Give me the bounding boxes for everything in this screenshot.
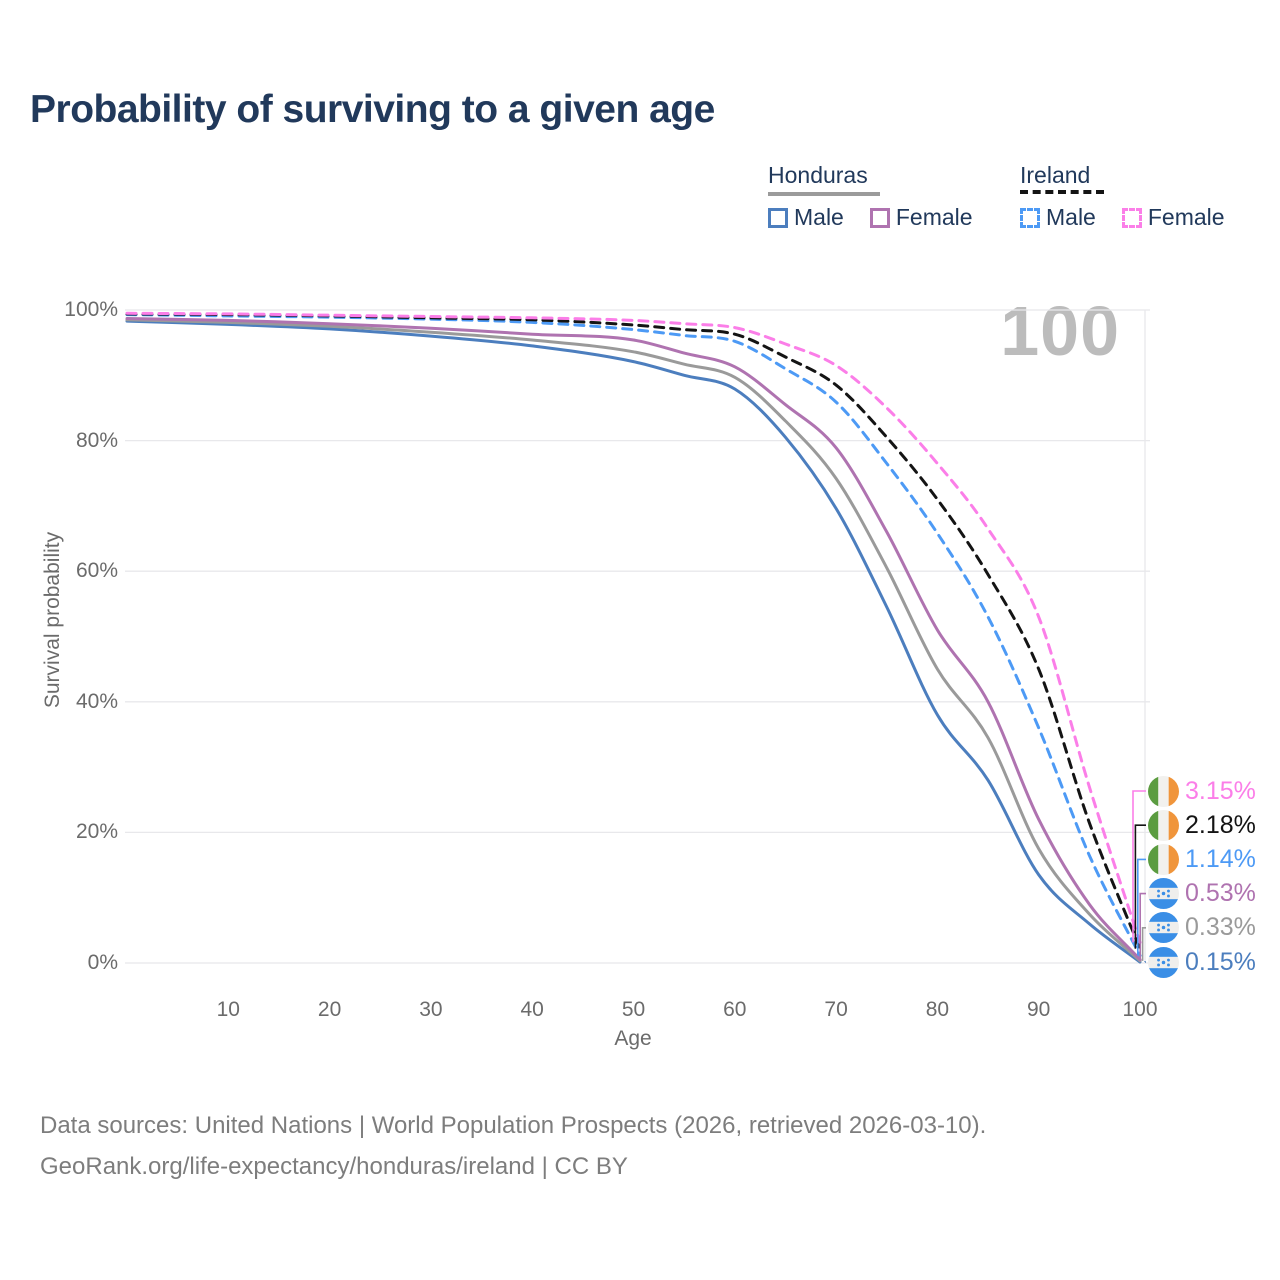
end-label-value: 0.53% <box>1185 879 1256 908</box>
end-label-ireland-2.18%: 2.18% <box>1148 809 1256 841</box>
end-label-value: 0.15% <box>1185 947 1256 976</box>
honduras-male-swatch-icon <box>768 207 788 228</box>
x-tick-50: 50 <box>621 998 646 1021</box>
end-label-value: 2.18% <box>1185 810 1256 839</box>
y-tick-20%: 20% <box>75 820 118 844</box>
x-tick-80: 80 <box>925 998 950 1021</box>
footer: Data sources: United Nations | World Pop… <box>40 1106 1240 1188</box>
curve-ireland-male <box>125 313 1142 958</box>
honduras-flag-icon <box>1148 946 1179 978</box>
connector-2.18% <box>1134 824 1146 949</box>
curve-honduras-male <box>125 319 1142 964</box>
age-watermark: 100 <box>1000 292 1120 370</box>
legend-ireland-label[interactable]: Ireland <box>1020 162 1091 188</box>
end-label-honduras-0.15%: 0.15% <box>1148 946 1256 978</box>
end-label-honduras-0.33%: 0.33% <box>1148 912 1256 944</box>
y-tick-80%: 80% <box>75 428 118 452</box>
legend-group-honduras: Honduras <box>768 162 880 196</box>
curves <box>125 311 1142 964</box>
y-tick-60%: 60% <box>75 559 118 583</box>
x-tick-100: 100 <box>1122 998 1158 1021</box>
honduras-flag-icon <box>1148 878 1179 910</box>
legend-ireland-items: Male Female <box>1020 204 1225 231</box>
legend-honduras-male-label: Male <box>794 204 844 230</box>
legend-ireland-female-label: Female <box>1147 204 1225 230</box>
gridlines <box>125 309 1150 964</box>
x-tick-20: 20 <box>317 998 342 1021</box>
connector-3.15% <box>1132 790 1146 943</box>
x-tick-60: 60 <box>723 998 747 1021</box>
end-label-connectors <box>1132 790 1146 963</box>
legend-item-honduras-female[interactable]: Female <box>869 204 973 231</box>
curve-honduras-both-sexes <box>125 318 1142 963</box>
footer-data-sources: Data sources: United Nations | World Pop… <box>40 1112 987 1139</box>
ireland-flag-icon <box>1148 775 1179 807</box>
x-tick-30: 30 <box>419 998 443 1021</box>
curve-ireland-female <box>125 311 1142 944</box>
x-tick-10: 10 <box>216 998 240 1021</box>
legend-item-ireland-female[interactable]: Female <box>1121 204 1225 231</box>
legend-honduras-female-label: Female <box>895 204 973 230</box>
ireland-flag-icon <box>1148 809 1179 841</box>
end-label-ireland-1.14%: 1.14% <box>1148 843 1256 875</box>
honduras-flag-icon <box>1148 912 1179 944</box>
ireland-female-swatch-icon <box>1121 207 1142 228</box>
honduras-female-swatch-icon <box>869 207 890 228</box>
y-tick-100%: 100% <box>64 298 118 321</box>
legend-item-ireland-male[interactable]: Male <box>1020 204 1096 231</box>
x-tick-90: 90 <box>1027 998 1051 1021</box>
x-tick-70: 70 <box>824 998 848 1021</box>
legend-ireland-male-label: Male <box>1046 204 1096 230</box>
end-label-value: 0.33% <box>1185 913 1256 942</box>
legend-group-ireland: Ireland <box>1020 162 1104 198</box>
end-label-honduras-0.53%: 0.53% <box>1148 878 1256 910</box>
page-title: Probability of surviving to a given age <box>30 88 715 131</box>
curve-ireland-both-sexes <box>125 312 1142 951</box>
legend-item-honduras-male[interactable]: Male <box>768 204 844 231</box>
connector-0.33% <box>1141 927 1146 961</box>
end-label-value: 1.14% <box>1185 844 1256 873</box>
y-tick-0%: 0% <box>87 951 118 974</box>
x-axis-title: Age <box>614 1027 652 1050</box>
legend-honduras-items: Male Female <box>768 204 973 231</box>
end-label-ireland-3.15%: 3.15% <box>1148 775 1256 807</box>
legend-ireland-underline <box>1020 190 1104 198</box>
legend-honduras-label[interactable]: Honduras <box>768 162 868 188</box>
legend-honduras-underline <box>768 192 880 196</box>
curve-honduras-female <box>125 317 1142 961</box>
connector-0.53% <box>1139 892 1146 960</box>
x-tick-40: 40 <box>520 998 544 1021</box>
footer-attribution: GeoRank.org/life-expectancy/honduras/ire… <box>40 1152 628 1180</box>
ireland-male-swatch-icon <box>1020 207 1040 228</box>
connector-1.14% <box>1137 858 1146 956</box>
ireland-flag-icon <box>1148 843 1179 875</box>
end-label-value: 3.15% <box>1185 776 1256 805</box>
y-tick-40%: 40% <box>75 689 118 713</box>
